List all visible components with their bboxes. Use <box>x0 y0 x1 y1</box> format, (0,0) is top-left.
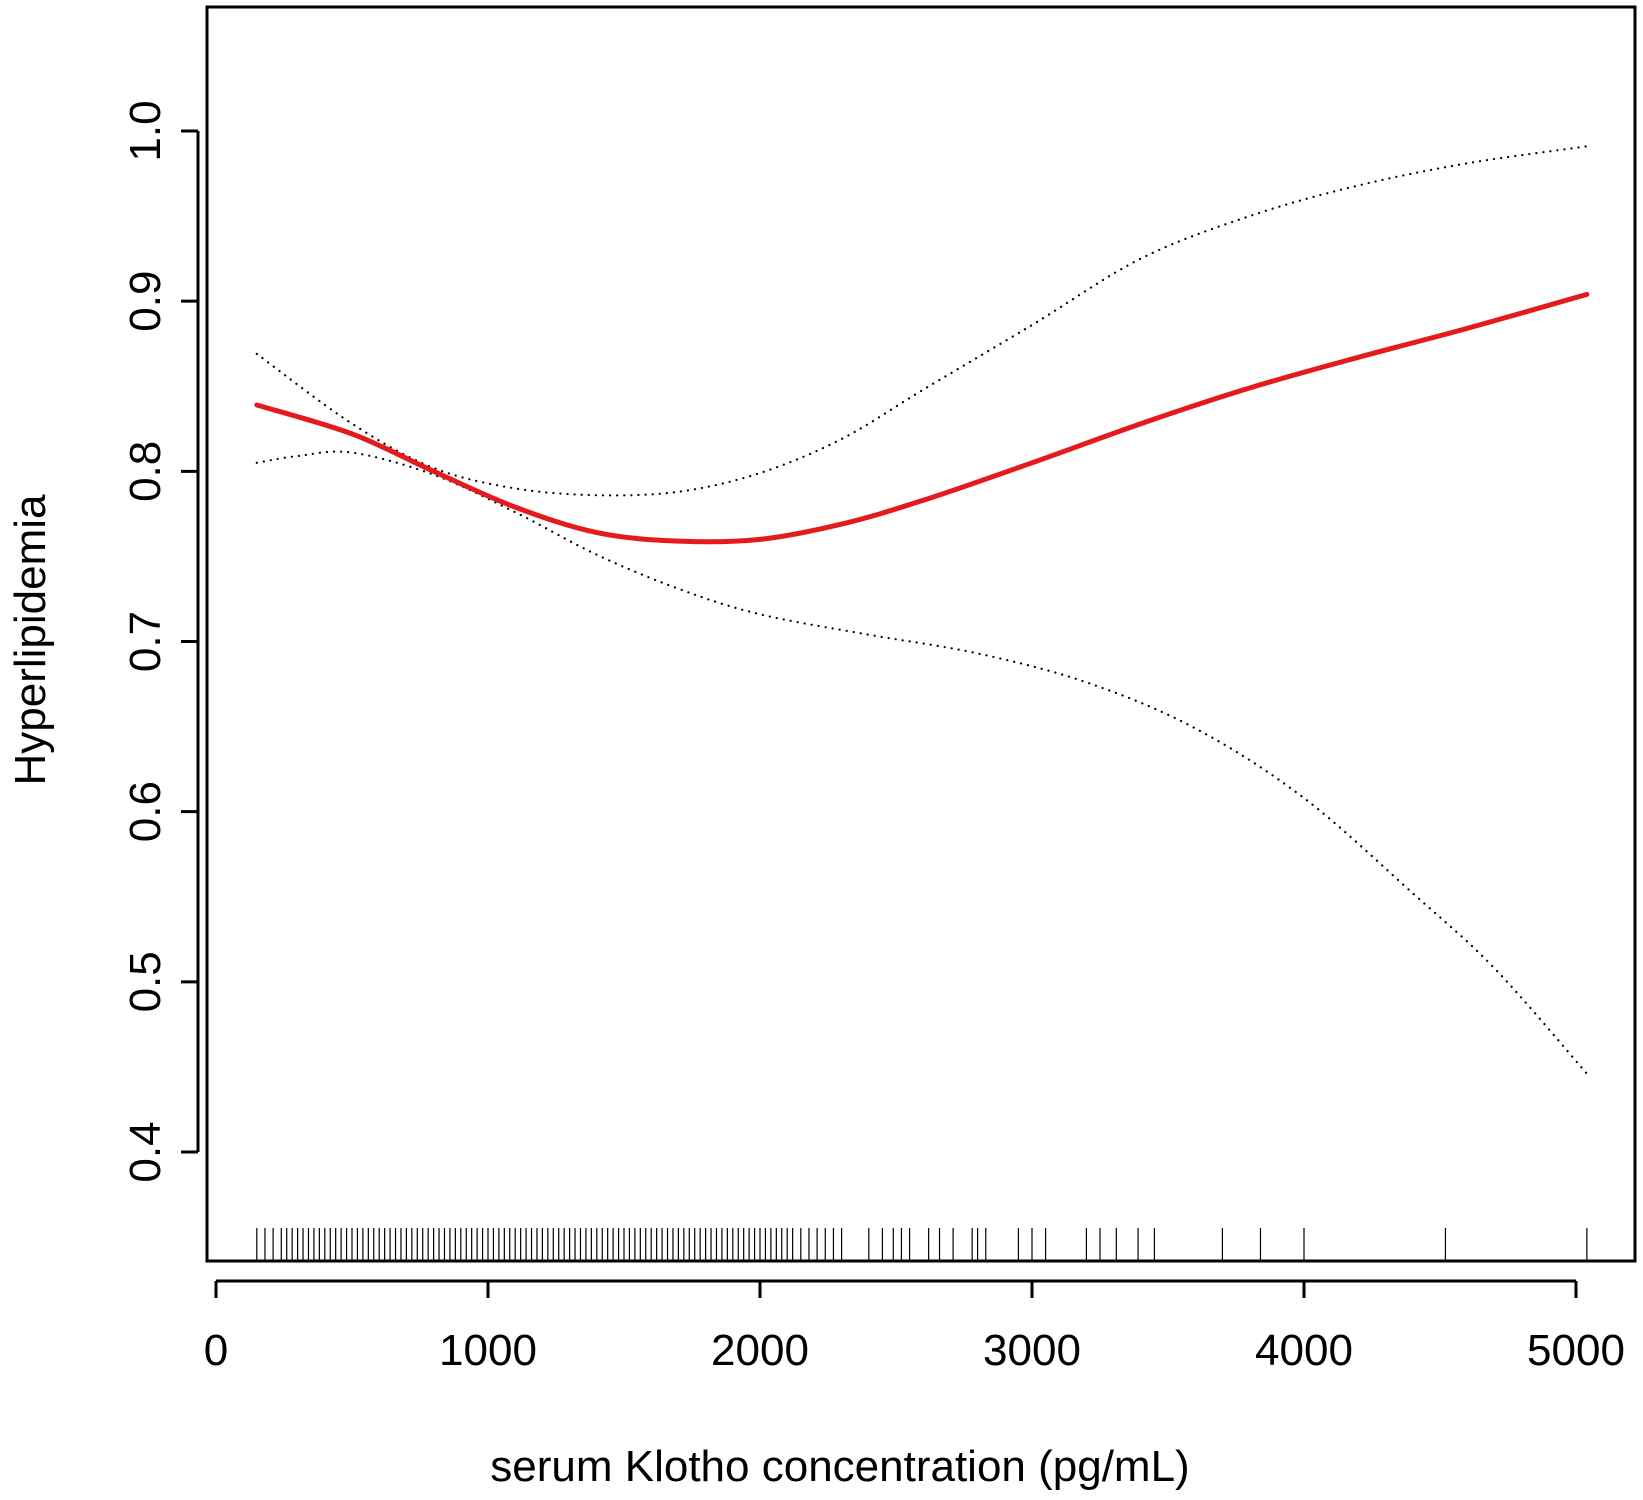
x-tick-label: 3000 <box>983 1326 1081 1375</box>
plot-frame <box>205 5 1637 1263</box>
y-tick-label: 0.9 <box>121 271 170 332</box>
y-tick-label: 0.5 <box>121 951 170 1012</box>
y-axis: 0.4 0.5 0.6 0.7 0.8 0.9 1.0 <box>121 100 200 1183</box>
y-tick-label: 1.0 <box>121 100 170 161</box>
series-estimate-line <box>254 291 1590 545</box>
rug-plot <box>256 1228 1588 1261</box>
series-upper-ci-line <box>255 145 1588 497</box>
x-axis-title: serum Klotho concentration (pg/mL) <box>490 1442 1189 1491</box>
y-tick-label: 0.8 <box>121 441 170 502</box>
x-tick-label: 2000 <box>711 1326 809 1375</box>
x-axis: 0 1000 2000 3000 4000 5000 <box>204 1279 1625 1375</box>
y-axis-title: Hyperlipidemia <box>6 494 55 786</box>
x-tick-label: 4000 <box>1255 1326 1353 1375</box>
y-tick-label: 0.6 <box>121 781 170 842</box>
x-tick-label: 5000 <box>1527 1326 1625 1375</box>
x-tick-label: 1000 <box>439 1326 537 1375</box>
x-tick-label: 0 <box>204 1326 228 1375</box>
y-tick-label: 0.4 <box>121 1121 170 1182</box>
y-tick-label: 0.7 <box>121 611 170 672</box>
series-lower-ci-line <box>255 450 1588 1075</box>
series-layer <box>254 145 1590 1075</box>
